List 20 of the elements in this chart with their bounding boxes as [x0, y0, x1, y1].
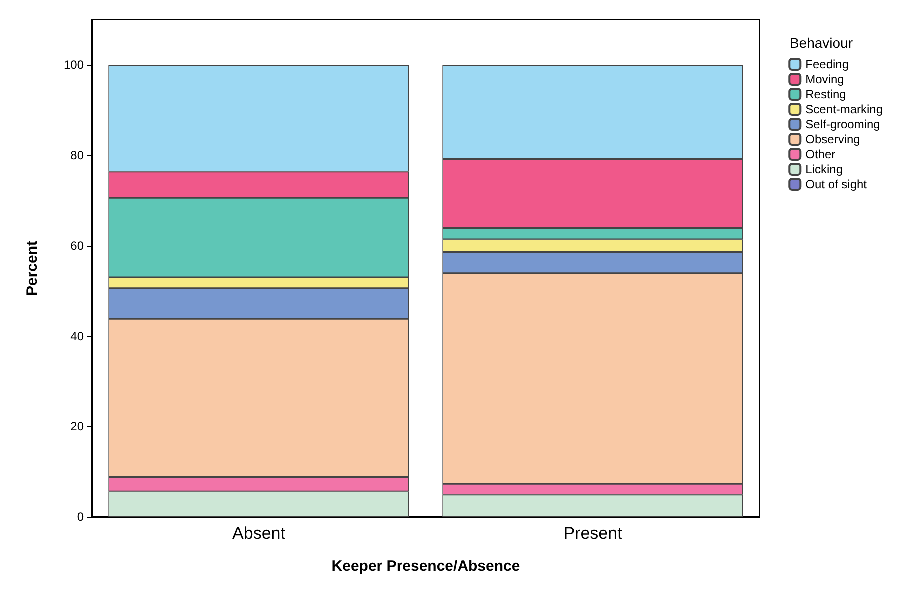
y-tick-label: 0 [77, 510, 84, 524]
y-tick-label: 20 [70, 420, 84, 434]
y-axis-title: Percent [24, 240, 41, 296]
legend-label: Scent-marking [806, 102, 884, 116]
legend-label: Resting [806, 88, 846, 102]
x-tick-label: Absent [232, 524, 286, 543]
legend-label: Out of sight [806, 178, 868, 192]
legend-label: Self-grooming [806, 118, 880, 132]
legend-title: Behaviour [790, 35, 854, 51]
x-axis-title: Keeper Presence/Absence [332, 558, 520, 575]
legend-label: Observing [806, 132, 860, 146]
legend-label: Licking [806, 162, 843, 176]
y-tick-label: 60 [70, 238, 84, 253]
y-tick-label: 100 [64, 58, 84, 72]
legend-label: Other [806, 148, 836, 162]
y-tick-label: 40 [70, 329, 84, 344]
legend-label: Feeding [806, 58, 850, 72]
legend-label: Moving [806, 72, 844, 86]
x-tick-label: Present [564, 524, 623, 543]
y-tick-label: 80 [70, 148, 84, 163]
